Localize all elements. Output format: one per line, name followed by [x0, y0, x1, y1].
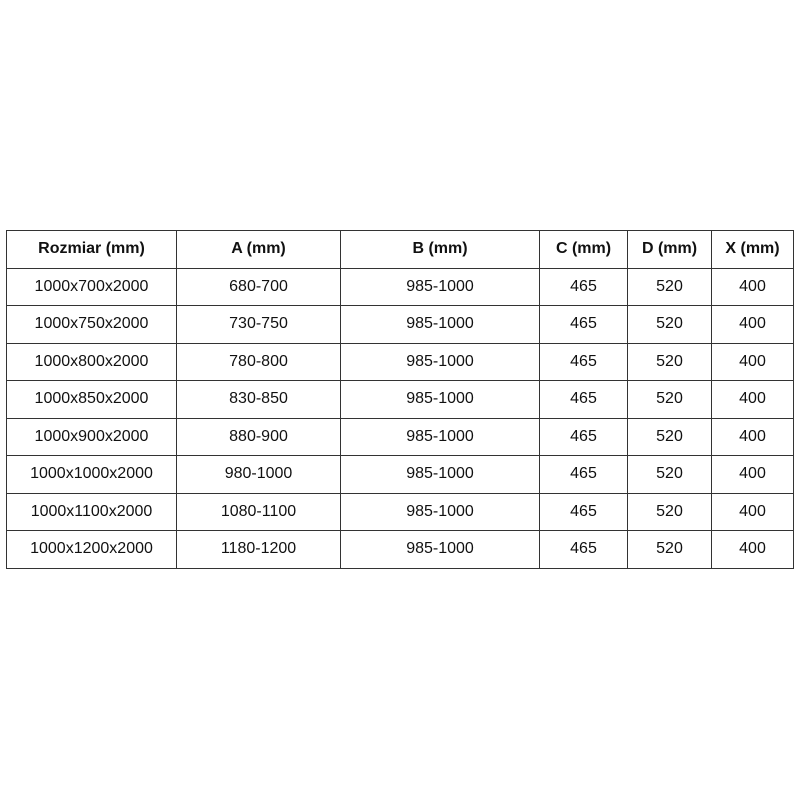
table-cell: 400 [711, 530, 794, 569]
table-cell: 985-1000 [340, 417, 540, 456]
table-cell: 465 [539, 455, 628, 494]
table-cell: 1000x750x2000 [6, 305, 177, 344]
table-cell: 985-1000 [340, 455, 540, 494]
header-row: Rozmiar (mm) A (mm) B (mm) C (mm) D (mm) X (m… [6, 230, 794, 269]
table-cell: 465 [539, 530, 628, 569]
table-cell: 400 [711, 492, 794, 531]
table-row: 1000x1000x2000 980-1000 985-1000 465 520 400 [6, 455, 794, 494]
table-cell: 465 [539, 492, 628, 531]
table-cell: 830-850 [176, 380, 341, 419]
table-cell: 465 [539, 267, 628, 306]
table-row: 1000x1200x2000 1180-1200 985-1000 465 520 400 [6, 530, 794, 569]
table-cell: 520 [627, 305, 712, 344]
table-cell: 520 [627, 267, 712, 306]
table-cell: 985-1000 [340, 380, 540, 419]
table-cell: 520 [627, 530, 712, 569]
table-cell: 985-1000 [340, 530, 540, 569]
table-cell: 400 [711, 267, 794, 306]
dimensions-table: Rozmiar (mm) A (mm) B (mm) C (mm) D (mm) X (m… [6, 230, 794, 569]
column-header: B (mm) [340, 230, 540, 269]
table-cell: 520 [627, 455, 712, 494]
table-row: 1000x800x2000 780-800 985-1000 465 520 400 [6, 342, 794, 381]
table-row: 1000x850x2000 830-850 985-1000 465 520 400 [6, 380, 794, 419]
table-cell: 400 [711, 380, 794, 419]
table-cell: 1000x700x2000 [6, 267, 177, 306]
table-cell: 465 [539, 417, 628, 456]
table-cell: 1000x850x2000 [6, 380, 177, 419]
table-cell: 1080-1100 [176, 492, 341, 531]
table-row: 1000x700x2000 680-700 985-1000 465 520 400 [6, 267, 794, 306]
table-cell: 400 [711, 417, 794, 456]
table-cell: 520 [627, 342, 712, 381]
column-header: A (mm) [176, 230, 341, 269]
table-cell: 1000x800x2000 [6, 342, 177, 381]
table-cell: 1000x1200x2000 [6, 530, 177, 569]
column-header: Rozmiar (mm) [6, 230, 177, 269]
column-header: X (mm) [711, 230, 794, 269]
table-cell: 520 [627, 417, 712, 456]
table-cell: 1000x1000x2000 [6, 455, 177, 494]
table-cell: 465 [539, 305, 628, 344]
column-header: C (mm) [539, 230, 628, 269]
table-cell: 980-1000 [176, 455, 341, 494]
table-cell: 985-1000 [340, 342, 540, 381]
table-row: 1000x1100x2000 1080-1100 985-1000 465 520 400 [6, 492, 794, 531]
table-cell: 730-750 [176, 305, 341, 344]
table-cell: 1180-1200 [176, 530, 341, 569]
table-cell: 400 [711, 305, 794, 344]
column-header: D (mm) [627, 230, 712, 269]
table-cell: 780-800 [176, 342, 341, 381]
table-cell: 520 [627, 380, 712, 419]
table-cell: 985-1000 [340, 305, 540, 344]
table-cell: 985-1000 [340, 267, 540, 306]
table-row: 1000x750x2000 730-750 985-1000 465 520 400 [6, 305, 794, 344]
table-cell: 520 [627, 492, 712, 531]
table-cell: 400 [711, 455, 794, 494]
table-cell: 465 [539, 380, 628, 419]
table-cell: 465 [539, 342, 628, 381]
table-cell: 880-900 [176, 417, 341, 456]
table-cell: 1000x900x2000 [6, 417, 177, 456]
table-row: 1000x900x2000 880-900 985-1000 465 520 400 [6, 417, 794, 456]
table-cell: 680-700 [176, 267, 341, 306]
table-cell: 1000x1100x2000 [6, 492, 177, 531]
table-cell: 400 [711, 342, 794, 381]
table-cell: 985-1000 [340, 492, 540, 531]
